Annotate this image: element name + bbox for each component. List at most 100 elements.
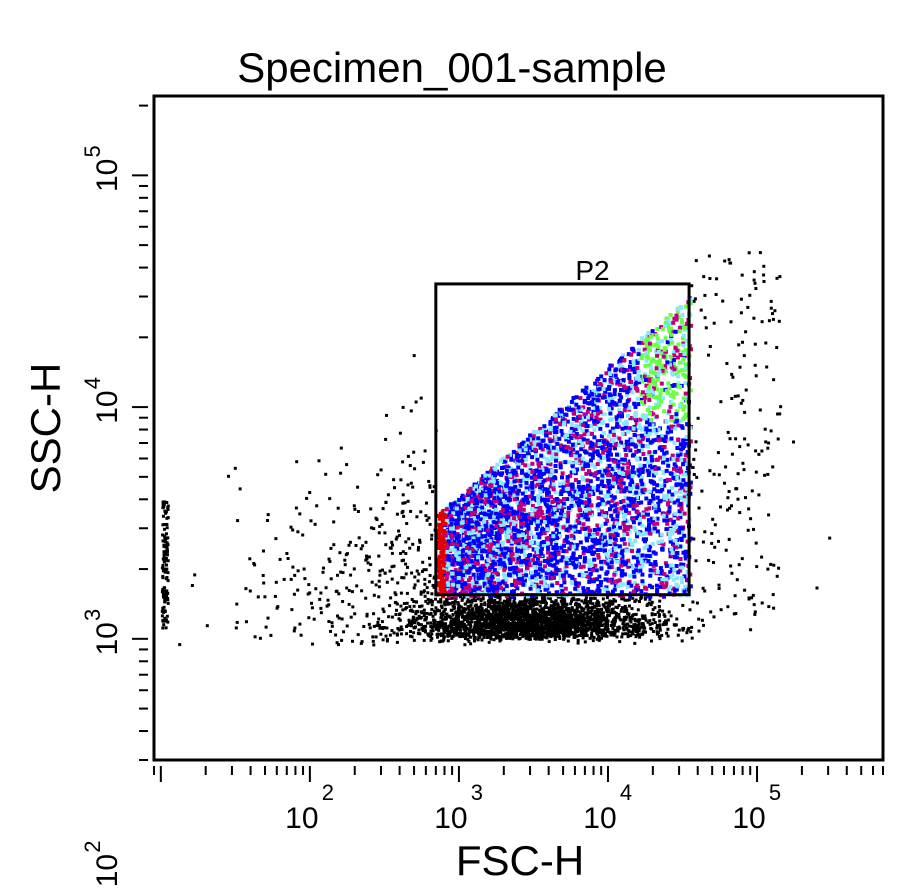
event-point	[452, 618, 456, 622]
event-point	[425, 586, 429, 590]
event-point	[594, 618, 598, 622]
event-point	[431, 490, 434, 494]
event-point	[597, 588, 602, 593]
event-point	[667, 505, 672, 510]
event-point	[585, 459, 590, 464]
event-point	[652, 618, 656, 622]
event-point	[731, 375, 735, 379]
event-point	[450, 636, 454, 640]
event-point	[634, 421, 639, 426]
event-point	[414, 400, 418, 404]
event-point	[708, 277, 712, 280]
event-point	[583, 414, 588, 419]
event-point	[538, 562, 542, 567]
event-point	[566, 528, 571, 533]
event-point	[617, 613, 621, 616]
event-point	[542, 619, 546, 623]
event-point	[466, 597, 470, 601]
event-point	[472, 633, 476, 637]
event-point	[637, 422, 642, 427]
event-point	[611, 602, 615, 605]
event-point	[514, 623, 517, 627]
event-point	[690, 636, 694, 640]
event-point	[381, 568, 384, 572]
event-point	[371, 635, 375, 639]
event-point	[569, 470, 574, 475]
event-point	[510, 622, 514, 626]
event-point	[423, 611, 427, 615]
event-point	[575, 630, 579, 634]
event-point	[390, 577, 394, 581]
event-point	[365, 614, 369, 618]
event-point	[513, 617, 517, 621]
event-point	[510, 594, 515, 599]
event-point	[650, 378, 655, 383]
event-point	[577, 610, 581, 614]
event-point	[570, 577, 575, 582]
event-point	[507, 634, 511, 638]
event-point	[650, 639, 653, 643]
event-point	[339, 570, 343, 574]
event-point	[521, 549, 526, 554]
event-point	[544, 467, 549, 472]
event-point	[470, 614, 473, 618]
event-point	[470, 519, 475, 524]
event-point	[623, 598, 627, 602]
event-point	[494, 636, 498, 640]
event-point	[384, 634, 388, 638]
event-point	[348, 540, 352, 544]
event-point	[525, 626, 529, 630]
event-point	[262, 549, 265, 553]
event-point	[454, 623, 458, 627]
event-point	[507, 628, 511, 632]
event-point	[417, 623, 421, 627]
event-point	[613, 631, 617, 635]
event-point	[653, 621, 657, 624]
event-point	[541, 630, 545, 633]
event-point	[301, 533, 305, 537]
event-point	[556, 610, 560, 614]
event-point	[406, 565, 409, 569]
event-point	[161, 506, 165, 510]
event-point	[513, 601, 516, 605]
event-point	[660, 633, 664, 637]
event-point	[681, 462, 686, 467]
event-point	[703, 316, 707, 320]
event-point	[515, 535, 520, 540]
event-point	[483, 601, 487, 605]
event-point	[613, 616, 617, 620]
event-point	[628, 484, 633, 489]
event-point	[522, 544, 527, 549]
event-point	[541, 616, 545, 620]
event-point	[498, 601, 502, 605]
event-point	[758, 408, 762, 412]
event-point	[641, 616, 645, 620]
event-point	[470, 485, 475, 490]
event-point	[512, 609, 516, 613]
event-point	[497, 621, 501, 625]
event-point	[339, 471, 343, 475]
event-point	[674, 469, 679, 473]
event-point	[362, 625, 366, 628]
event-point	[633, 619, 637, 623]
event-point	[467, 640, 471, 643]
event-point	[518, 478, 523, 483]
event-point	[624, 617, 628, 621]
event-point	[702, 275, 706, 279]
event-point	[562, 609, 566, 613]
event-point	[512, 599, 516, 603]
event-point	[658, 628, 662, 632]
event-point	[514, 626, 518, 630]
event-point	[665, 319, 670, 323]
event-point	[586, 396, 591, 401]
event-point	[530, 503, 535, 508]
event-point	[377, 579, 381, 583]
event-point	[613, 583, 618, 588]
event-point	[325, 604, 329, 608]
event-point	[708, 345, 712, 348]
event-point	[678, 544, 683, 549]
event-point	[530, 514, 535, 519]
event-point	[378, 524, 382, 528]
event-point	[393, 600, 397, 604]
event-point	[668, 539, 673, 544]
